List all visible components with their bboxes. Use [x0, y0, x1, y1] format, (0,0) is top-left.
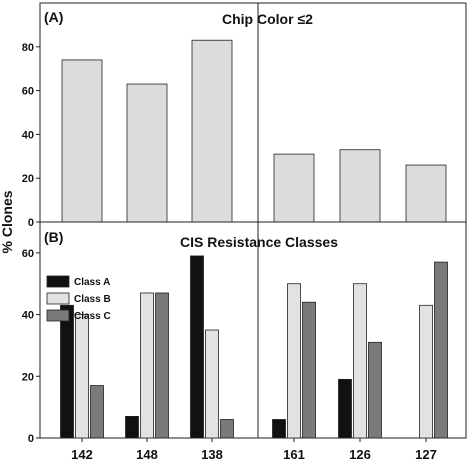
panel-b-bar-142-class-b — [75, 314, 89, 439]
legend-swatch-class-c — [46, 309, 70, 322]
legend-label-class-b: Class B — [74, 294, 111, 305]
panel-b-label: (B) — [44, 229, 63, 245]
panel-a-bars — [61, 39, 447, 223]
panel-b-bars — [60, 255, 448, 439]
x-tick-label-142: 142 — [71, 447, 93, 462]
x-tick-label-161: 161 — [283, 447, 305, 462]
panel-b-chart: (B) CIS Resistance Classes 0 20 40 60 Class… — [22, 221, 467, 462]
legend-swatch-class-b — [46, 292, 70, 305]
x-tick-label-127: 127 — [415, 447, 437, 462]
x-tick-label-138: 138 — [201, 447, 223, 462]
panel-a-bar-127 — [405, 164, 447, 223]
panel-a-label: (A) — [44, 9, 63, 25]
panel-b-title: CIS Resistance Classes — [180, 234, 338, 250]
panel-a-y-tick-label: 60 — [22, 86, 34, 98]
panel-b-bar-161-class-c — [302, 301, 316, 439]
panel-b-bar-161-class-a — [272, 419, 286, 439]
panel-b-bar-127-class-b — [419, 304, 433, 439]
panel-b-bar-138-class-a — [190, 255, 204, 439]
panel-a-bar-161 — [273, 153, 315, 223]
panel-b-bar-127-class-c — [434, 261, 448, 439]
panel-b-bar-142-class-c — [90, 385, 104, 439]
panel-b-bar-138-class-c — [220, 419, 234, 439]
legend-label-class-a: Class A — [74, 277, 110, 288]
panel-b-legend: Class A Class B Class C — [46, 275, 111, 322]
panel-b-y-tick-label: 60 — [22, 248, 34, 260]
panel-a-bar-148 — [126, 83, 168, 223]
panel-a-bar-138 — [191, 39, 233, 223]
panel-a-y-tick-label: 40 — [22, 129, 34, 141]
legend-label-class-c: Class C — [74, 311, 111, 322]
panel-b-bar-148-class-c — [155, 292, 169, 439]
panel-a-bar-142 — [61, 59, 103, 223]
panel-a-y-axis: 0 20 40 60 80 — [22, 42, 40, 229]
x-tick-label-126: 126 — [349, 447, 371, 462]
panel-b-y-tick-label: 20 — [22, 371, 34, 383]
panel-b-y-tick-label: 0 — [28, 433, 34, 445]
panel-b-bar-126-class-b — [353, 283, 367, 439]
panel-b-y-tick-label: 40 — [22, 310, 34, 322]
panel-b-y-axis: 0 20 40 60 — [22, 248, 40, 445]
x-tick-label-148: 148 — [136, 447, 158, 462]
panel-b-bar-126-class-a — [338, 378, 352, 439]
panel-b-bar-138-class-b — [205, 329, 219, 439]
panel-b-bar-148-class-b — [140, 292, 154, 439]
panel-b-bar-126-class-c — [368, 341, 382, 439]
panel-b-x-axis: 142 148 138 161 126 127 — [71, 438, 437, 462]
panel-b-bar-161-class-b — [287, 283, 301, 439]
legend-swatch-class-a — [46, 275, 70, 288]
panel-b-bar-142-class-a — [60, 304, 74, 439]
y-axis-label: % Clones — [0, 190, 15, 253]
panel-a-chart: (A) Chip Color ≤2 0 20 40 60 80 — [22, 2, 467, 229]
panel-a-y-tick-label: 0 — [28, 217, 34, 229]
panel-a-y-tick-label: 80 — [22, 42, 34, 54]
panel-b-bar-148-class-a — [125, 415, 139, 439]
panel-b-frame — [39, 221, 467, 439]
panel-a-title: Chip Color ≤2 — [222, 11, 313, 27]
panel-a-bar-126 — [339, 149, 381, 223]
panel-a-y-tick-label: 20 — [22, 173, 34, 185]
